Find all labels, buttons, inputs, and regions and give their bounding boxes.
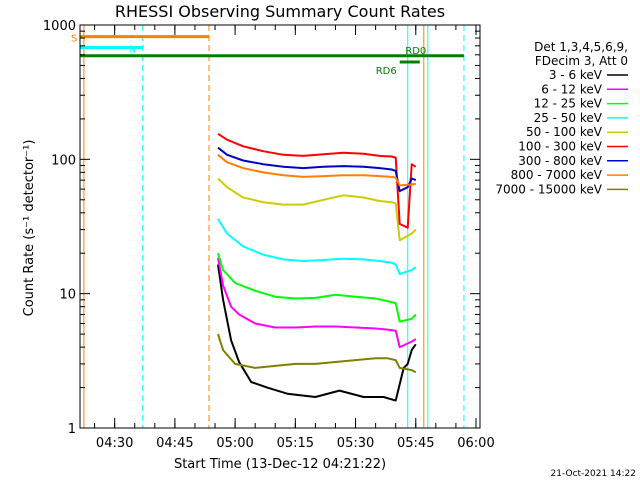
x-axis-label: Start Time (13-Dec-12 04:21:22)	[174, 457, 386, 472]
flag-label: N	[129, 44, 136, 55]
x-tick-label: 06:00	[457, 436, 494, 451]
legend-header-line-2: FDecim 3, Att 0	[535, 54, 628, 68]
legend-entry-label: 3 - 6 keV	[549, 68, 603, 82]
legend-entry-label: 7000 - 15000 keV	[495, 182, 602, 196]
y-tick-label: 1	[68, 422, 76, 437]
flag-label: S	[71, 34, 77, 45]
series-line	[217, 177, 417, 242]
legend-entry-label: 25 - 50 keV	[534, 111, 603, 125]
series-line	[217, 218, 417, 275]
y-tick-label: 10	[59, 288, 76, 303]
x-tick-label: 04:30	[96, 436, 133, 451]
legend-entry-label: 300 - 800 keV	[518, 154, 602, 168]
x-tick-label: 05:30	[337, 436, 374, 451]
flag-label: RD6	[376, 66, 397, 77]
legend-entry-label: 12 - 25 keV	[534, 97, 603, 111]
legend-entry-label: 100 - 300 keV	[518, 140, 602, 154]
y-axis-label: Count Rate (s⁻¹ detector⁻¹)	[22, 140, 37, 317]
x-tick-label: 04:45	[156, 436, 193, 451]
legend-header-line-1: Det 1,3,4,5,6,9,	[534, 40, 628, 54]
series-line	[217, 264, 417, 402]
plot-frame	[79, 24, 481, 429]
series-line	[217, 154, 417, 187]
footer-date: 21-Oct-2021 14:22	[551, 469, 636, 479]
x-tick-label: 05:15	[277, 436, 314, 451]
flag-label: RD0	[405, 46, 426, 57]
series-line	[217, 257, 417, 349]
y-tick-label: 100	[51, 153, 76, 168]
x-tick-label: 05:45	[397, 436, 434, 451]
series-line	[217, 333, 417, 374]
series-line	[217, 252, 417, 323]
series-line	[217, 146, 417, 193]
legend-entry-label: 800 - 7000 keV	[511, 168, 603, 182]
chart-title: RHESSI Observing Summary Count Rates	[115, 2, 445, 21]
x-tick-label: 05:00	[216, 436, 253, 451]
y-tick-label: 1000	[43, 19, 76, 34]
legend-entry-label: 50 - 100 keV	[526, 125, 603, 139]
series-line	[217, 132, 417, 229]
svg-text:Count Rate (s⁻¹ detector⁻¹): Count Rate (s⁻¹ detector⁻¹)	[22, 140, 37, 317]
legend-entry-label: 6 - 12 keV	[541, 82, 603, 96]
